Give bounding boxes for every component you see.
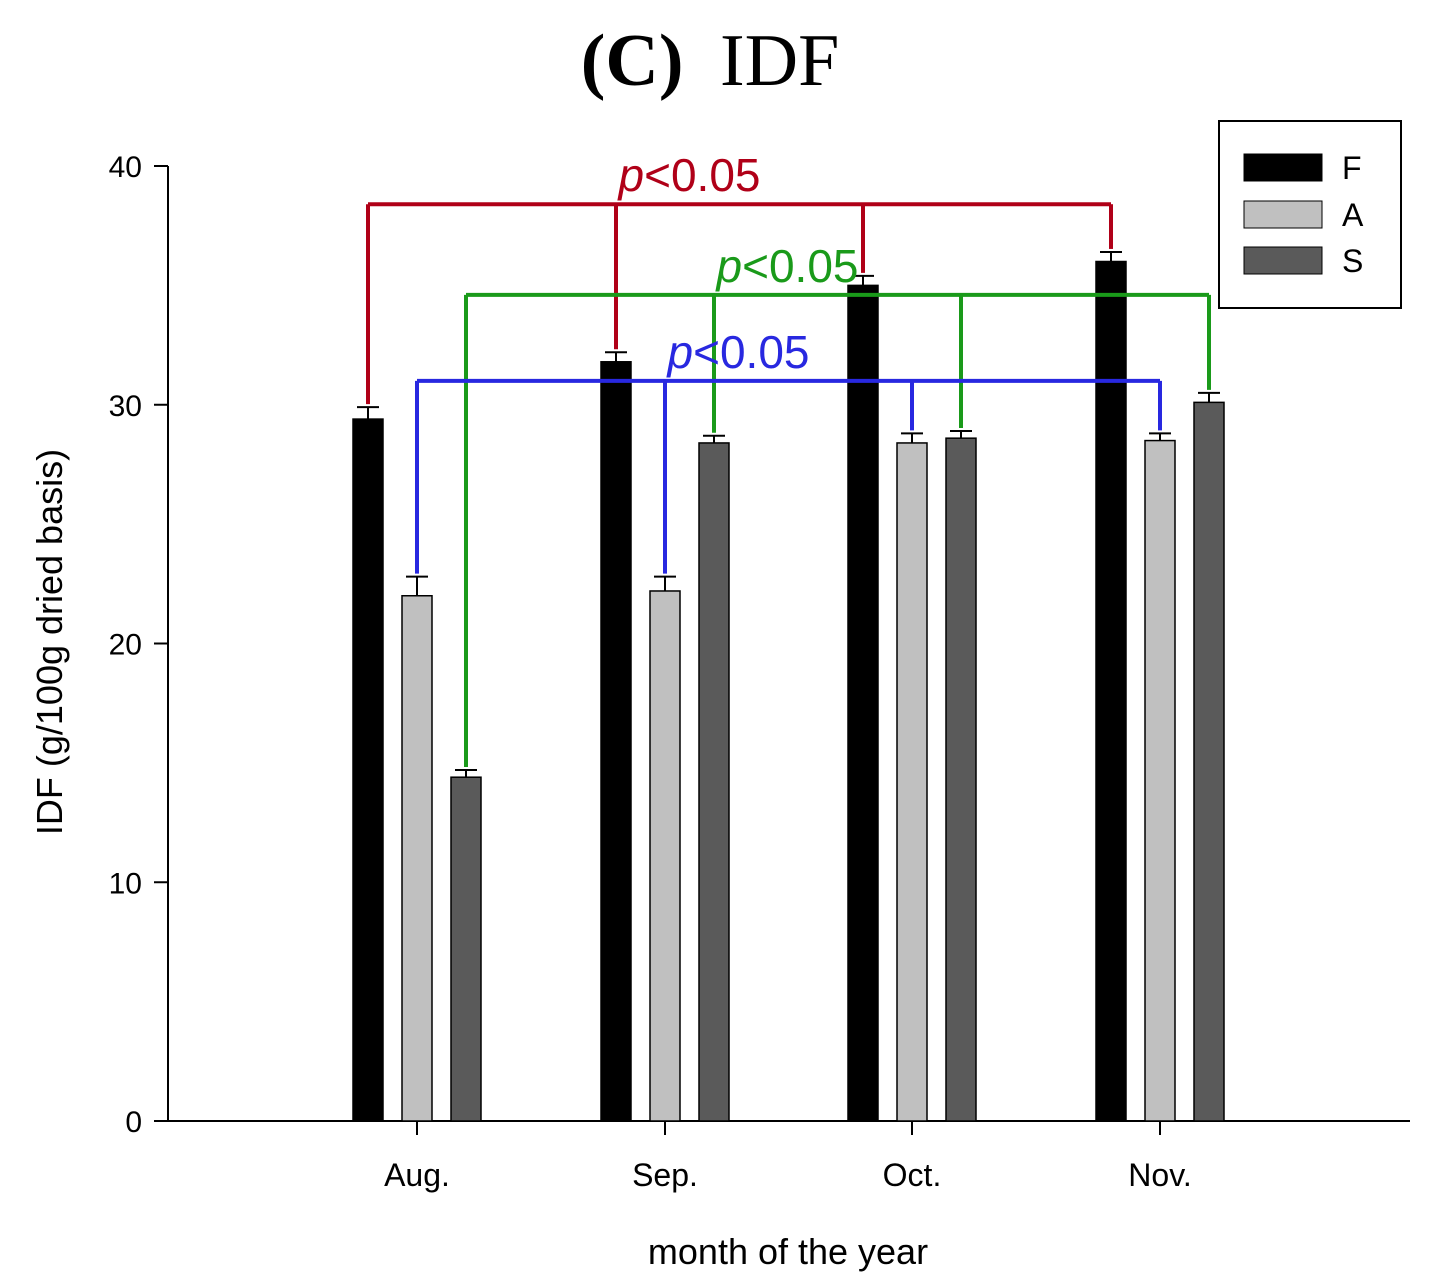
- bar-a-aug: [401, 595, 433, 1122]
- y-tick-label: 0: [125, 1106, 142, 1139]
- bar-f-oct: [847, 284, 879, 1122]
- y-tick-label: 10: [109, 867, 142, 900]
- y-tick-label: 20: [109, 629, 142, 662]
- legend-swatch-f: [1243, 153, 1323, 182]
- significance-p: p: [617, 149, 645, 201]
- x-tick-label: Oct.: [883, 1157, 942, 1193]
- bar-s-sep: [698, 442, 730, 1122]
- bar-s-nov: [1193, 401, 1225, 1122]
- chart-title-text: IDF: [720, 20, 839, 102]
- bar-s-aug: [450, 776, 482, 1122]
- y-tick-label: 30: [109, 390, 142, 423]
- axes: 0 10 20 30 40 Aug. Sep. Oct. Nov.: [109, 151, 1410, 1193]
- bracket-a: p<0.05: [415, 326, 1162, 574]
- legend-label-s: S: [1342, 243, 1363, 279]
- bracket-s: p<0.05: [464, 240, 1211, 768]
- x-tick-label: Aug.: [384, 1157, 450, 1193]
- significance-label: p<0.05: [617, 149, 761, 201]
- significance-p: p: [666, 326, 694, 378]
- significance-brackets: p<0.05p<0.05p<0.05: [366, 149, 1211, 768]
- chart-title-label: (C): [581, 20, 684, 102]
- y-tick-label: 40: [109, 151, 142, 184]
- bar-a-nov: [1144, 439, 1176, 1122]
- x-tick-label: Nov.: [1128, 1157, 1191, 1193]
- y-axis-label: IDF (g/100g dried basis): [29, 449, 70, 835]
- bars: [352, 250, 1225, 1122]
- legend-swatch-s: [1243, 246, 1323, 275]
- significance-threshold: <0.05: [742, 240, 858, 292]
- bar-f-nov: [1095, 260, 1127, 1122]
- bracket-f: p<0.05: [366, 149, 1113, 405]
- x-tick-label: Sep.: [632, 1157, 698, 1193]
- legend: F A S: [1218, 120, 1402, 309]
- legend-swatch-a: [1243, 200, 1323, 229]
- bar-a-sep: [649, 590, 681, 1122]
- bar-f-aug: [352, 418, 384, 1122]
- bar-a-oct: [896, 442, 928, 1122]
- bar-s-oct: [945, 437, 977, 1122]
- significance-label: p<0.05: [666, 326, 810, 378]
- significance-threshold: <0.05: [644, 149, 760, 201]
- significance-p: p: [715, 240, 743, 292]
- significance-label: p<0.05: [715, 240, 859, 292]
- legend-label-a: A: [1342, 197, 1364, 233]
- significance-threshold: <0.05: [693, 326, 809, 378]
- legend-label-f: F: [1342, 150, 1362, 186]
- x-axis-label: month of the year: [648, 1231, 928, 1272]
- chart-title: (C) IDF: [581, 20, 839, 102]
- bar-f-sep: [600, 361, 632, 1122]
